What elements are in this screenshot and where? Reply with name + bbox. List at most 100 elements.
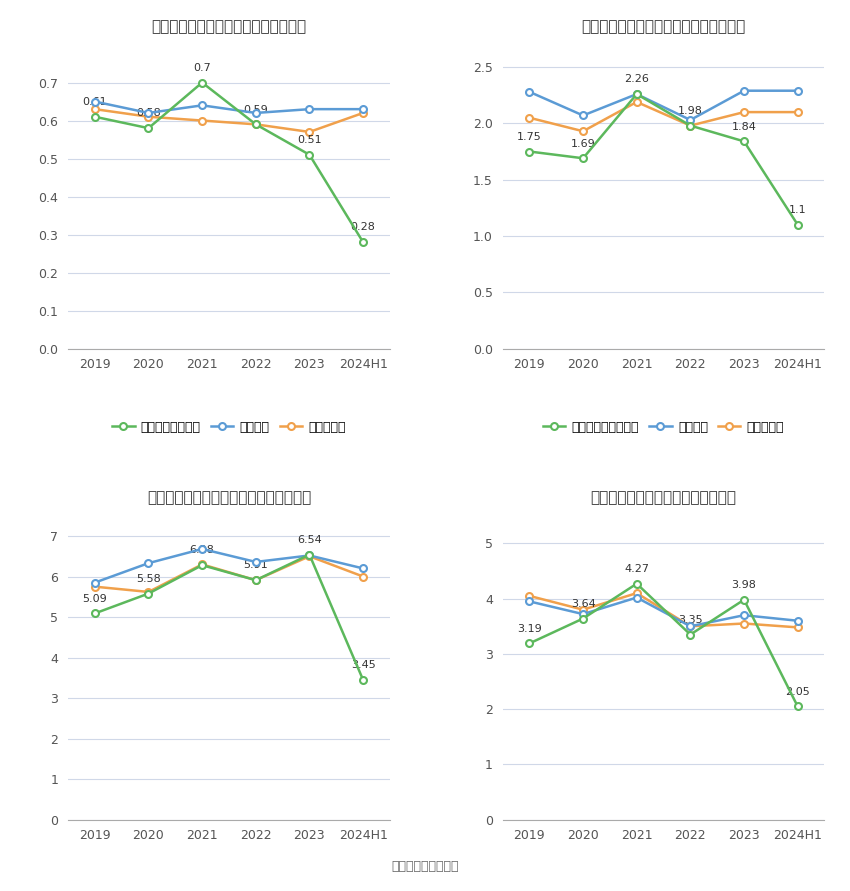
- 行业均值: [90, 96, 100, 107]
- Text: 1.1: 1.1: [789, 205, 807, 215]
- Text: 1.98: 1.98: [678, 106, 703, 116]
- 行业均值: [358, 563, 368, 574]
- 行业均值: [304, 103, 314, 114]
- 行业均值: [739, 86, 749, 96]
- Line: 行业均值: 行业均值: [526, 87, 802, 124]
- 公司存货周转率: [685, 629, 695, 640]
- 公司固定资产周转率: [685, 120, 695, 131]
- 行业均值: [524, 596, 535, 607]
- Text: 0.28: 0.28: [351, 223, 376, 233]
- Text: 0.51: 0.51: [298, 135, 322, 145]
- 公司总资产周转率: [251, 119, 261, 130]
- 公司应收账款周转率: [304, 549, 314, 560]
- Text: 数据来源：恒生聚源: 数据来源：恒生聚源: [391, 860, 459, 873]
- Text: 6.54: 6.54: [297, 535, 322, 545]
- Text: 5.09: 5.09: [82, 593, 107, 604]
- Line: 行业中位数: 行业中位数: [526, 590, 802, 631]
- 公司固定资产周转率: [578, 153, 588, 164]
- Text: 5.91: 5.91: [243, 560, 268, 570]
- Title: 跃岭股份历年存货周转率情况（次）: 跃岭股份历年存货周转率情况（次）: [591, 490, 737, 505]
- Text: 0.58: 0.58: [136, 109, 161, 119]
- 行业中位数: [90, 103, 100, 114]
- 行业中位数: [144, 586, 154, 597]
- 公司存货周转率: [524, 638, 535, 649]
- 行业均值: [632, 593, 642, 603]
- 行业均值: [251, 557, 261, 568]
- 行业中位数: [197, 115, 207, 126]
- 公司总资产周转率: [304, 150, 314, 160]
- 行业均值: [144, 558, 154, 568]
- 行业中位数: [632, 588, 642, 599]
- 公司应收账款周转率: [358, 674, 368, 685]
- Line: 行业中位数: 行业中位数: [91, 106, 366, 135]
- 行业中位数: [739, 618, 749, 629]
- 公司固定资产周转率: [739, 136, 749, 147]
- 公司固定资产周转率: [792, 219, 802, 230]
- Title: 跃岭股份历年固定资产周转率情况（次）: 跃岭股份历年固定资产周转率情况（次）: [581, 19, 745, 34]
- Line: 公司存货周转率: 公司存货周转率: [526, 580, 802, 710]
- 公司应收账款周转率: [197, 560, 207, 570]
- 行业均值: [144, 108, 154, 119]
- 行业中位数: [524, 591, 535, 601]
- 行业均值: [739, 609, 749, 620]
- 行业中位数: [578, 604, 588, 615]
- 行业均值: [578, 609, 588, 619]
- 行业中位数: [524, 112, 535, 123]
- 公司存货周转率: [739, 594, 749, 605]
- Line: 公司总资产周转率: 公司总资产周转率: [91, 79, 366, 246]
- 行业中位数: [144, 111, 154, 122]
- 行业中位数: [358, 571, 368, 582]
- 行业中位数: [251, 575, 261, 585]
- 公司固定资产周转率: [524, 146, 535, 157]
- Text: 3.35: 3.35: [678, 615, 703, 625]
- Text: 1.69: 1.69: [570, 138, 596, 149]
- Text: 5.58: 5.58: [136, 574, 161, 584]
- Line: 行业中位数: 行业中位数: [526, 99, 802, 135]
- 行业均值: [792, 86, 802, 96]
- 行业均值: [197, 100, 207, 110]
- 公司应收账款周转率: [90, 608, 100, 618]
- 公司存货周转率: [792, 701, 802, 712]
- 行业均值: [792, 616, 802, 626]
- Text: 3.19: 3.19: [517, 624, 541, 634]
- Text: 0.7: 0.7: [193, 63, 211, 73]
- 公司存货周转率: [578, 613, 588, 624]
- 行业中位数: [632, 96, 642, 107]
- 行业中位数: [578, 126, 588, 136]
- Line: 公司固定资产周转率: 公司固定资产周转率: [526, 91, 802, 228]
- 公司应收账款周转率: [144, 588, 154, 599]
- Text: 2.05: 2.05: [785, 687, 810, 697]
- 行业均值: [632, 89, 642, 100]
- Legend: 公司应收账款周转率, 行业均值, 行业中位数: 公司应收账款周转率, 行业均值, 行业中位数: [104, 887, 354, 891]
- 行业中位数: [251, 119, 261, 130]
- Line: 行业均值: 行业均值: [526, 594, 802, 630]
- Text: 6.28: 6.28: [190, 545, 214, 555]
- 行业均值: [304, 550, 314, 560]
- Text: 3.45: 3.45: [351, 660, 376, 670]
- 行业均值: [685, 621, 695, 632]
- 行业均值: [197, 544, 207, 554]
- Line: 行业均值: 行业均值: [91, 98, 366, 117]
- 行业中位数: [739, 107, 749, 118]
- 行业中位数: [197, 559, 207, 569]
- 公司应收账款周转率: [251, 575, 261, 585]
- 行业中位数: [304, 127, 314, 137]
- 行业均值: [251, 108, 261, 119]
- Line: 行业均值: 行业均值: [91, 545, 366, 586]
- Legend: 公司固定资产周转率, 行业均值, 行业中位数: 公司固定资产周转率, 行业均值, 行业中位数: [538, 415, 789, 438]
- Line: 行业中位数: 行业中位数: [91, 552, 366, 595]
- Line: 公司应收账款周转率: 公司应收账款周转率: [91, 552, 366, 683]
- Title: 跃岭股份历年总资产周转率情况（次）: 跃岭股份历年总资产周转率情况（次）: [151, 19, 307, 34]
- Text: 1.84: 1.84: [732, 122, 756, 132]
- 公司总资产周转率: [358, 237, 368, 248]
- Legend: 公司总资产周转率, 行业均值, 行业中位数: 公司总资产周转率, 行业均值, 行业中位数: [107, 415, 351, 438]
- Legend: 公司存货周转率, 行业均值, 行业中位数: 公司存货周转率, 行业均值, 行业中位数: [546, 887, 782, 891]
- 公司总资产周转率: [197, 78, 207, 88]
- 行业均值: [685, 115, 695, 126]
- 行业均值: [578, 110, 588, 121]
- 行业中位数: [90, 581, 100, 592]
- Text: 4.27: 4.27: [624, 564, 649, 574]
- Text: 2.26: 2.26: [624, 74, 649, 85]
- Text: 0.61: 0.61: [82, 97, 107, 107]
- 公司总资产周转率: [90, 111, 100, 122]
